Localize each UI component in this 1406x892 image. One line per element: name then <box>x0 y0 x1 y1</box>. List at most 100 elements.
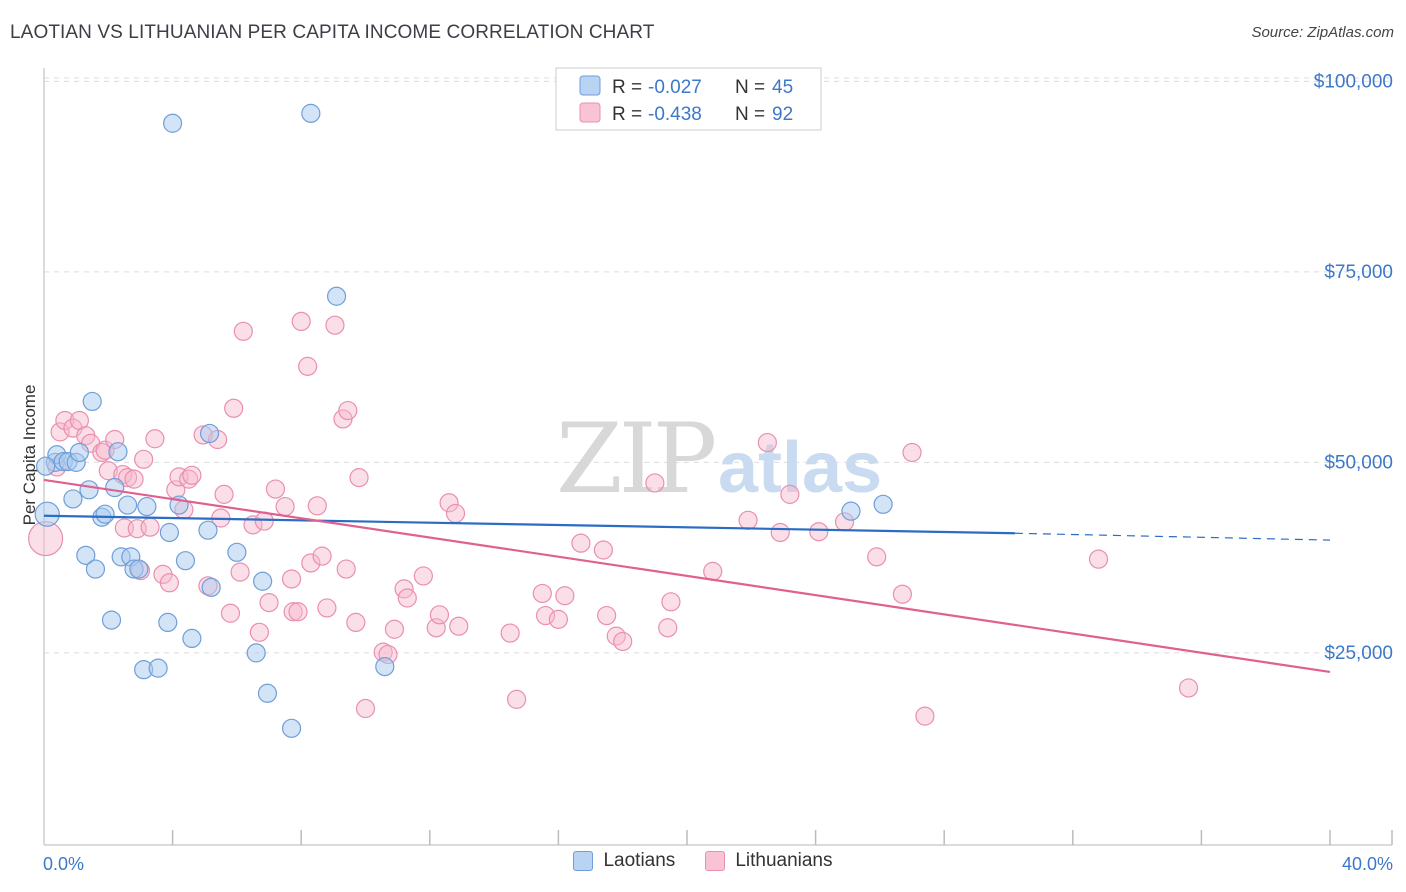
chart-title: LAOTIAN VS LITHUANIAN PER CAPITA INCOME … <box>10 22 655 43</box>
watermark: ZIP atlas <box>556 403 882 515</box>
bottom-legend-laotians[interactable]: Laotians <box>573 850 675 872</box>
laotian-point <box>79 480 99 500</box>
lithuanian-point <box>249 622 270 642</box>
laotian-points <box>34 103 893 738</box>
lithuanian-point <box>134 449 154 469</box>
laotian-point <box>198 520 218 540</box>
laotian-point <box>34 501 60 527</box>
lithuanian-point <box>349 468 369 488</box>
legend-swatch-lithuanians <box>579 102 601 123</box>
lithuanian-point <box>738 510 758 530</box>
lithuanian-point <box>867 547 887 567</box>
lithuanian-point <box>915 706 935 726</box>
laotian-point <box>301 103 321 123</box>
lithuanian-point <box>220 603 241 623</box>
lithuanian-point <box>397 588 417 608</box>
laotian-point <box>841 501 861 521</box>
lithuanian-points <box>28 311 1199 726</box>
lithuanian-point <box>50 422 70 442</box>
legend-n-value-2: 92 <box>772 104 793 125</box>
watermark-atlas: atlas <box>718 428 882 508</box>
lithuanian-point <box>571 533 591 553</box>
laotian-point <box>257 683 278 703</box>
svg-text:R = -0.027 N =: R = -0.027 N = 45 <box>612 77 793 98</box>
trend-lines <box>43 478 1331 674</box>
legend-n-value-1: 45 <box>772 77 793 98</box>
lithuanian-point <box>658 618 678 638</box>
laotian-point <box>246 643 266 663</box>
lithuanian-point <box>703 561 723 581</box>
laotian-point <box>117 495 138 515</box>
lithuanian-point <box>265 479 286 499</box>
lithuanian-point <box>301 553 321 573</box>
lithuanian-point <box>902 442 922 463</box>
laotian-point <box>108 442 128 462</box>
laotian-point <box>137 496 157 517</box>
lithuanian-point <box>281 569 302 589</box>
legend-r-label-1: R = <box>612 77 642 98</box>
lithuanians-label: Lithuanians <box>735 850 833 871</box>
lithuanian-point <box>325 315 345 335</box>
lithuanian-point <box>413 566 433 586</box>
bottom-legend-lithuanians[interactable]: Lithuanians <box>705 850 833 872</box>
laotian-trend-line-dashed <box>1014 532 1331 541</box>
lithuanian-point <box>593 540 614 560</box>
lithuanian-point <box>780 484 800 504</box>
lithuanian-point <box>449 616 469 636</box>
lithuanian-point <box>645 473 665 493</box>
lithuanian-point <box>338 400 358 421</box>
laotian-point <box>148 658 168 678</box>
laotian-point <box>227 542 247 562</box>
lithuanian-point <box>55 410 75 431</box>
laotians-label: Laotians <box>603 850 676 871</box>
lithuanian-point <box>384 619 405 639</box>
lithuanian-point <box>275 496 295 517</box>
lithuanian-point <box>439 493 459 513</box>
lithuanian-point <box>532 583 552 604</box>
laotian-point <box>63 489 83 509</box>
axes <box>43 68 1393 846</box>
lithuanian-point <box>298 356 318 376</box>
laotian-point <box>175 551 196 571</box>
lithuanian-point <box>291 311 311 332</box>
lithuanian-point <box>312 546 332 566</box>
laotian-point <box>201 577 221 597</box>
y-tick-label: $25,000 <box>1324 643 1393 664</box>
lithuanian-point <box>355 698 376 719</box>
bottom-legend: Laotians Lithuanians <box>0 850 1406 872</box>
lithuanian-point <box>179 469 199 489</box>
lithuanian-point <box>548 609 569 629</box>
lithuanian-point <box>140 517 160 537</box>
lithuanian-point <box>770 522 790 543</box>
lithuanian-point <box>661 592 681 612</box>
lithuanian-point <box>98 461 118 481</box>
laotian-point <box>105 477 125 498</box>
lithuanian-point <box>336 559 356 579</box>
y-axis-label: Per Capita Income <box>20 385 39 526</box>
lithuanian-point <box>445 503 466 524</box>
laotian-point <box>159 522 179 543</box>
laotian-point <box>69 442 89 463</box>
laotian-point <box>281 718 302 738</box>
laotian-point <box>873 494 893 514</box>
laotian-point <box>76 545 96 565</box>
lithuanian-point <box>555 586 575 606</box>
legend-r-label-2: R = <box>612 104 642 125</box>
lithuanian-point <box>892 584 913 604</box>
legend-n-label-1: N = <box>735 77 765 98</box>
lithuanian-point <box>307 496 327 516</box>
lithuanian-point <box>507 689 527 709</box>
svg-text:R = -0.438 N =: R = -0.438 N = 92 <box>612 104 793 125</box>
lithuanian-point <box>613 631 633 652</box>
laotian-point <box>101 610 122 630</box>
watermark-zip: ZIP <box>556 403 715 515</box>
source-credit: Source: ZipAtlas.com <box>1251 24 1394 41</box>
lithuanian-point <box>757 432 777 453</box>
lithuanian-point <box>182 465 202 485</box>
lithuanian-point <box>1088 549 1109 569</box>
lithuanian-point <box>214 484 234 504</box>
legend-swatch-laotians <box>579 75 601 96</box>
x-tick-label-max: 40.0% <box>1342 854 1393 874</box>
legend-n-label-2: N = <box>735 104 765 125</box>
